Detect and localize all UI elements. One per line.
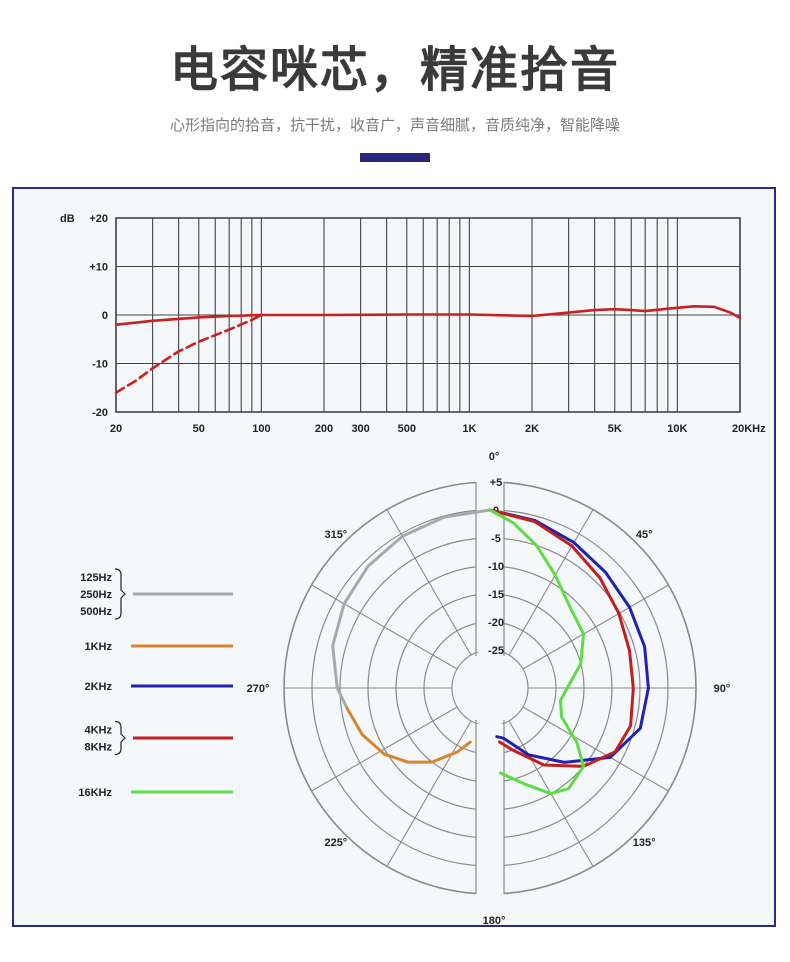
y-tick-label: 0 <box>102 310 108 322</box>
legend-label: 8KHz <box>84 742 112 754</box>
x-tick-label: 100 <box>252 423 270 435</box>
accent-bar <box>360 153 430 162</box>
x-tick-label: 5K <box>608 423 622 435</box>
angle-label: 45° <box>636 529 653 541</box>
polar-legend: 125Hz 250Hz 500Hz 1KHz 2KHz 4KHz 8KHz 16KHz <box>78 568 233 799</box>
r-tick-label: -25 <box>488 645 504 657</box>
polar-curve <box>488 508 650 764</box>
r-tick-label: -5 <box>491 533 501 545</box>
y-tick-label: +20 <box>89 213 108 225</box>
legend-label: 125Hz <box>80 572 112 584</box>
page-title: 电容咪芯，精准拾音 <box>169 42 620 98</box>
polar-spoke <box>522 584 669 670</box>
legend-label: 4KHz <box>84 725 112 737</box>
legend-brace <box>114 568 126 620</box>
page-subtitle: 心形指向的拾音，抗干扰，收音广，声音细腻，音质纯净，智能降噪 <box>169 116 620 134</box>
polar-spoke <box>508 509 594 656</box>
polar-spoke <box>386 509 472 656</box>
chart-panel: dB +20 +10 0 -10 -20 20 50 100 200 300 500 1K 2K 5K 10K… <box>12 187 776 927</box>
response-curve <box>114 305 742 326</box>
x-tick-label: 10K <box>667 423 687 435</box>
x-tick-label: 20 <box>110 423 122 435</box>
polar-curve <box>488 508 635 768</box>
legend-label: 2KHz <box>84 681 112 693</box>
angle-label: 0° <box>489 451 500 463</box>
angle-label: 135° <box>633 837 656 849</box>
polar-spoke <box>522 706 669 792</box>
x-tick-label: 2K <box>525 423 539 435</box>
polar-pattern-chart: +50-5-10-15-20-250°45°90°135°180°225°270… <box>247 451 731 927</box>
r-tick-label: -20 <box>488 617 504 629</box>
y-tick-label: +10 <box>89 262 108 274</box>
scale-strip-bottom <box>476 724 504 896</box>
legend-label: 1KHz <box>84 641 112 653</box>
legend-label: 500Hz <box>80 606 112 618</box>
x-tick-label: 1K <box>462 423 476 435</box>
angle-label: 180° <box>483 915 506 925</box>
x-tick-label: 500 <box>398 423 416 435</box>
polar-ring <box>451 649 529 727</box>
polar-spoke <box>311 706 458 792</box>
polar-curve <box>488 508 585 796</box>
x-tick-label: 50 <box>193 423 205 435</box>
y-tick-label: -10 <box>92 359 108 371</box>
polar-curve <box>345 706 472 764</box>
angle-label: 225° <box>324 837 347 849</box>
legend-label: 250Hz <box>80 589 112 601</box>
y-unit-label: dB <box>60 213 75 225</box>
polar-spoke <box>311 584 458 670</box>
r-tick-label: -15 <box>488 589 504 601</box>
polar-spoke <box>386 720 472 867</box>
angle-label: 90° <box>714 683 731 695</box>
response-curve-low-cut <box>114 313 263 394</box>
y-tick-label: -20 <box>92 407 108 419</box>
polar-curve <box>331 508 492 710</box>
angle-label: 270° <box>247 683 270 695</box>
legend-brace <box>114 720 126 756</box>
legend-label: 16KHz <box>78 787 112 799</box>
angle-label: 315° <box>324 529 347 541</box>
r-tick-label: -10 <box>488 561 504 573</box>
x-tick-label: 300 <box>351 423 369 435</box>
x-tick-label: 20KHz <box>732 423 766 435</box>
x-tick-label: 200 <box>315 423 333 435</box>
r-tick-label: +5 <box>490 477 503 489</box>
